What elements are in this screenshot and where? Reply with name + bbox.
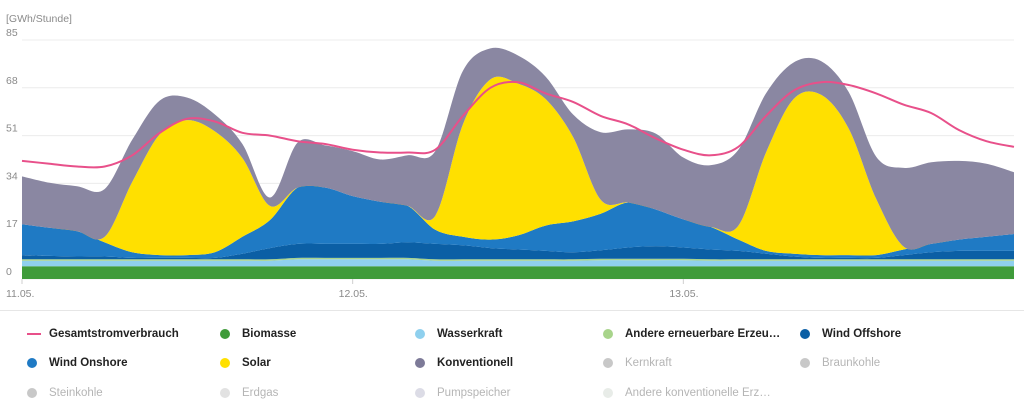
y-tick-label: 17: [6, 218, 18, 230]
legend-item-konventionell[interactable]: Konventionell: [415, 355, 513, 371]
x-axis-ticks: 11.05. 12.05. 13.05.: [6, 279, 699, 300]
stacked-areas: [22, 47, 1014, 279]
legend-label: Gesamtstromverbrauch: [49, 328, 179, 340]
legend-label: Steinkohle: [49, 387, 103, 399]
x-tick-label: 12.05.: [339, 288, 368, 300]
legend-item-kernkraft[interactable]: Kernkraft: [603, 355, 672, 371]
area-wind-offshore: [22, 242, 1014, 260]
x-tick-label: 11.05.: [6, 288, 34, 300]
legend-item-braunkohle[interactable]: Braunkohle: [800, 355, 880, 371]
legend-label: Wasserkraft: [437, 328, 503, 340]
y-axis-unit-label: [GWh/Stunde]: [6, 13, 72, 25]
legend-item-biomasse[interactable]: Biomasse: [220, 326, 296, 342]
legend-swatch: [27, 333, 41, 335]
legend-swatch: [800, 358, 810, 368]
legend-item-wind-onshore[interactable]: Wind Onshore: [27, 355, 127, 371]
legend-swatch: [27, 388, 37, 398]
legend-item-andere-konventionelle-erz[interactable]: Andere konventionelle Erz…: [603, 385, 771, 401]
legend-divider: [0, 310, 1024, 311]
legend-swatch: [415, 358, 425, 368]
legend-item-wasserkraft[interactable]: Wasserkraft: [415, 326, 502, 342]
legend-item-wind-offshore[interactable]: Wind Offshore: [800, 326, 901, 342]
legend-item-erdgas[interactable]: Erdgas: [220, 385, 278, 401]
legend-swatch: [220, 388, 230, 398]
area-wind-onshore: [22, 184, 1014, 259]
legend-item-solar[interactable]: Solar: [220, 355, 271, 371]
legend-label: Biomasse: [242, 328, 297, 340]
y-axis-ticks: 0 17 34 51 68 85: [6, 27, 18, 278]
area-konventionell: [22, 47, 1014, 250]
legend-swatch: [415, 329, 425, 339]
y-tick-label: 85: [6, 27, 18, 39]
legend-label: Erdgas: [242, 387, 279, 399]
legend-swatch: [603, 329, 613, 339]
legend-label: Wind Offshore: [822, 328, 902, 340]
legend-swatch: [603, 358, 613, 368]
area-biomasse: [22, 266, 1014, 279]
legend-label: Kernkraft: [625, 357, 672, 369]
legend-label: Wind Onshore: [49, 357, 128, 369]
y-tick-label: 51: [6, 123, 18, 135]
area-wasserkraft: [22, 259, 1014, 267]
energy-area-chart: [GWh/Stunde] 0 17 34 51 68 85 11.05. 12.05. 13.…: [6, 13, 1015, 300]
x-tick-label: 13.05.: [669, 288, 698, 300]
legend-item-pumpspeicher[interactable]: Pumpspeicher: [415, 385, 511, 401]
area-andere-erneuerbare-erzeugung: [22, 257, 1014, 261]
legend-swatch: [603, 388, 613, 398]
consumption-line: [21, 80, 1015, 169]
legend-label: Solar: [242, 357, 271, 369]
legend-label: Andere erneuerbare Erzeu…: [625, 328, 781, 340]
legend-swatch: [220, 358, 230, 368]
legend-item-gesamtstromverbrauch[interactable]: Gesamtstromverbrauch: [27, 326, 179, 342]
legend-label: Braunkohle: [822, 357, 881, 369]
legend: Gesamtstromverbrauch Biomasse Wasserkraft A…: [0, 322, 1024, 410]
legend-label: Andere konventionelle Erz…: [625, 387, 771, 399]
legend-label: Konventionell: [437, 357, 514, 369]
legend-item-steinkohle[interactable]: Steinkohle: [27, 385, 103, 401]
legend-swatch: [800, 329, 810, 339]
y-tick-label: 0: [6, 266, 12, 278]
legend-swatch: [415, 388, 425, 398]
legend-swatch: [27, 358, 37, 368]
legend-label: Pumpspeicher: [437, 387, 511, 399]
legend-item-andere-erneuerbare-erzeu[interactable]: Andere erneuerbare Erzeu…: [603, 326, 780, 342]
legend-swatch: [220, 329, 230, 339]
y-tick-label: 68: [6, 75, 18, 87]
y-tick-label: 34: [6, 170, 18, 182]
line-gesamtstromverbrauch: [21, 80, 1015, 169]
area-solar: [22, 76, 1014, 256]
